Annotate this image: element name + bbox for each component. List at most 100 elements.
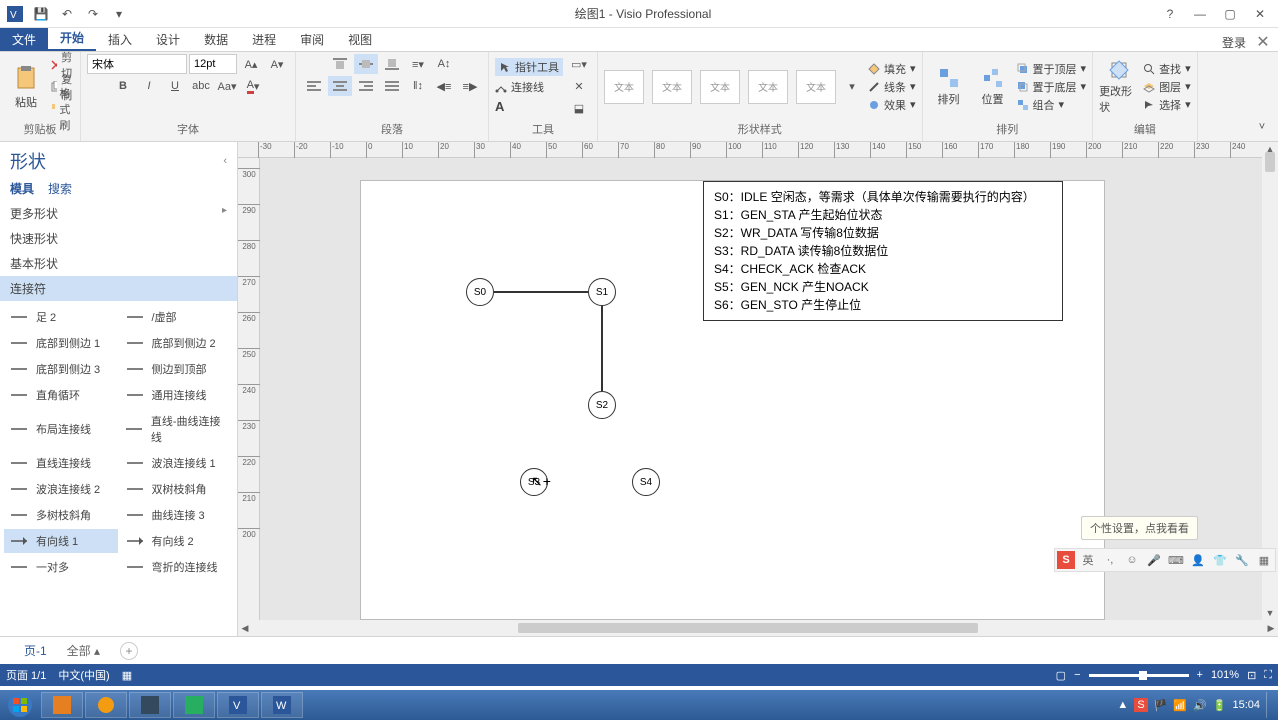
italic-button[interactable]: I xyxy=(137,76,161,96)
connector-item[interactable]: 双树枝斜角 xyxy=(120,477,234,501)
ime-keyboard-button[interactable]: ⌨ xyxy=(1167,551,1185,569)
x-tool-button[interactable]: ✕ xyxy=(567,77,591,97)
qat-customize[interactable]: ▾ xyxy=(108,3,130,25)
group-button[interactable]: 组合▾ xyxy=(1017,97,1087,113)
connector-item[interactable]: 足 2 xyxy=(4,305,118,329)
justify-button[interactable] xyxy=(380,76,404,96)
state-node-s4[interactable]: S4 xyxy=(632,468,660,496)
help-button[interactable]: ? xyxy=(1156,3,1184,25)
line-spacing-button[interactable]: ‖↕ xyxy=(406,76,430,96)
connector-item[interactable]: 直线-曲线连接线 xyxy=(120,409,234,449)
task-app-1[interactable] xyxy=(41,692,83,718)
crop-tool-button[interactable]: ⬓ xyxy=(567,99,591,119)
style-preset-5[interactable]: 文本 xyxy=(796,70,836,104)
connector-item[interactable]: 有向线 1 xyxy=(4,529,118,553)
tab-review[interactable]: 审阅 xyxy=(288,28,336,51)
connector-item[interactable]: 布局连接线 xyxy=(4,409,118,449)
login-link[interactable]: 登录 xyxy=(1222,34,1246,51)
connector-s0-s1[interactable] xyxy=(494,291,588,293)
align-bottom-button[interactable] xyxy=(380,54,404,74)
stencil-tab[interactable]: 模具 xyxy=(10,180,34,197)
drawing-page[interactable]: S0 S1 S2 S3 S4 S0：IDLE 空闲态，等需求（具体单次传输需要执… xyxy=(360,180,1105,620)
state-node-s1[interactable]: S1 xyxy=(588,278,616,306)
task-app-3[interactable] xyxy=(129,692,171,718)
show-desktop-button[interactable] xyxy=(1266,692,1274,718)
tray-flag-icon[interactable]: 🏴 xyxy=(1154,699,1168,712)
zoom-level[interactable]: 101% xyxy=(1211,669,1239,681)
decrease-font-button[interactable]: A▾ xyxy=(265,54,289,74)
connector-item[interactable]: 一对多 xyxy=(4,555,118,579)
search-tab[interactable]: 搜索 xyxy=(48,180,72,197)
clock[interactable]: 15:04 xyxy=(1232,699,1260,711)
align-center-button[interactable] xyxy=(328,76,352,96)
paste-button[interactable]: 粘贴 xyxy=(6,57,46,117)
ime-toolbar[interactable]: S 英 ·, ☺ 🎤 ⌨ 👤 👕 🔧 ▦ xyxy=(1054,548,1276,572)
horizontal-scrollbar[interactable]: ◀ ▶ xyxy=(238,620,1278,636)
text-tool-button[interactable]: A xyxy=(495,98,563,115)
tray-ime-icon[interactable]: S xyxy=(1134,698,1147,712)
tab-home[interactable]: 开始 xyxy=(48,26,96,51)
strike-button[interactable]: abc xyxy=(189,76,213,96)
task-visio[interactable]: V xyxy=(217,692,259,718)
underline-button[interactable]: U xyxy=(163,76,187,96)
macro-icon[interactable]: ▦ xyxy=(122,669,132,682)
indent-dec-button[interactable]: ◀≡ xyxy=(432,76,456,96)
ribbon-collapse-button[interactable]: ✕ xyxy=(1254,33,1272,51)
rectangle-tool-button[interactable]: ▭▾ xyxy=(567,55,591,75)
font-family-select[interactable] xyxy=(87,54,187,74)
ime-tools-button[interactable]: 🔧 xyxy=(1233,551,1251,569)
effect-button[interactable]: 效果▾ xyxy=(868,97,916,113)
connector-item[interactable]: 底部到侧边 3 xyxy=(4,357,118,381)
state-node-s0[interactable]: S0 xyxy=(466,278,494,306)
ribbon-expand-button[interactable]: ˅ xyxy=(1250,117,1274,137)
connector-item[interactable]: 曲线连接 3 xyxy=(120,503,234,527)
tab-design[interactable]: 设计 xyxy=(144,28,192,51)
connector-item[interactable]: 底部到侧边 2 xyxy=(120,331,234,355)
undo-button[interactable]: ↶ xyxy=(56,3,78,25)
close-button[interactable]: ✕ xyxy=(1246,3,1274,25)
tray-network-icon[interactable]: 📶 xyxy=(1173,699,1187,712)
vscroll-thumb[interactable] xyxy=(1265,152,1275,172)
ime-emoji-button[interactable]: ☺ xyxy=(1123,551,1141,569)
line-button[interactable]: 线条▾ xyxy=(868,79,916,95)
tab-data[interactable]: 数据 xyxy=(192,28,240,51)
connector-item[interactable]: 通用连接线 xyxy=(120,383,234,407)
save-button[interactable]: 💾 xyxy=(30,3,52,25)
bullets-button[interactable]: ≡▾ xyxy=(406,54,430,74)
tab-insert[interactable]: 插入 xyxy=(96,28,144,51)
tray-volume-icon[interactable]: 🔊 xyxy=(1193,699,1207,712)
connector-tool-button[interactable]: 连接线 xyxy=(495,78,563,96)
ime-user-button[interactable]: 👤 xyxy=(1189,551,1207,569)
indent-inc-button[interactable]: ≡▶ xyxy=(458,76,482,96)
change-shape-button[interactable]: 更改形状 xyxy=(1099,57,1139,117)
font-size-select[interactable] xyxy=(189,54,237,74)
style-preset-2[interactable]: 文本 xyxy=(652,70,692,104)
connector-item[interactable]: 多树枝斜角 xyxy=(4,503,118,527)
align-right-button[interactable] xyxy=(354,76,378,96)
connector-item[interactable]: 弯折的连接线 xyxy=(120,555,234,579)
ime-skin-button[interactable]: 👕 xyxy=(1211,551,1229,569)
tab-file[interactable]: 文件 xyxy=(0,28,48,51)
position-button[interactable]: 位置 xyxy=(973,57,1013,117)
ime-punct-button[interactable]: ·, xyxy=(1101,551,1119,569)
zoom-out-button[interactable]: − xyxy=(1074,669,1080,681)
fill-button[interactable]: 填充▾ xyxy=(868,61,916,77)
legend-box[interactable]: S0：IDLE 空闲态，等需求（具体单次传输需要执行的内容）S1：GEN_STA… xyxy=(703,181,1063,321)
fit-page-button[interactable]: ⊡ xyxy=(1247,669,1256,682)
connector-item[interactable]: 直线连接线 xyxy=(4,451,118,475)
zoom-slider[interactable] xyxy=(1089,674,1189,677)
connector-item[interactable]: 有向线 2 xyxy=(120,529,234,553)
style-preset-1[interactable]: 文本 xyxy=(604,70,644,104)
maximize-button[interactable]: ▢ xyxy=(1216,3,1244,25)
page-all-button[interactable]: 全部 ▴ xyxy=(67,642,100,659)
connector-item[interactable]: 侧边到顶部 xyxy=(120,357,234,381)
fullscreen-button[interactable]: ⛶ xyxy=(1264,669,1272,682)
bring-front-button[interactable]: 置于顶层▾ xyxy=(1017,61,1087,77)
scroll-left-button[interactable]: ◀ xyxy=(238,620,252,636)
hscroll-thumb[interactable] xyxy=(518,623,978,633)
align-top-button[interactable] xyxy=(328,54,352,74)
tray-battery-icon[interactable]: 🔋 xyxy=(1213,699,1227,712)
system-tray[interactable]: ▲ S 🏴 📶 🔊 🔋 15:04 xyxy=(1117,692,1278,718)
ime-voice-button[interactable]: 🎤 xyxy=(1145,551,1163,569)
ime-menu-button[interactable]: ▦ xyxy=(1255,551,1273,569)
